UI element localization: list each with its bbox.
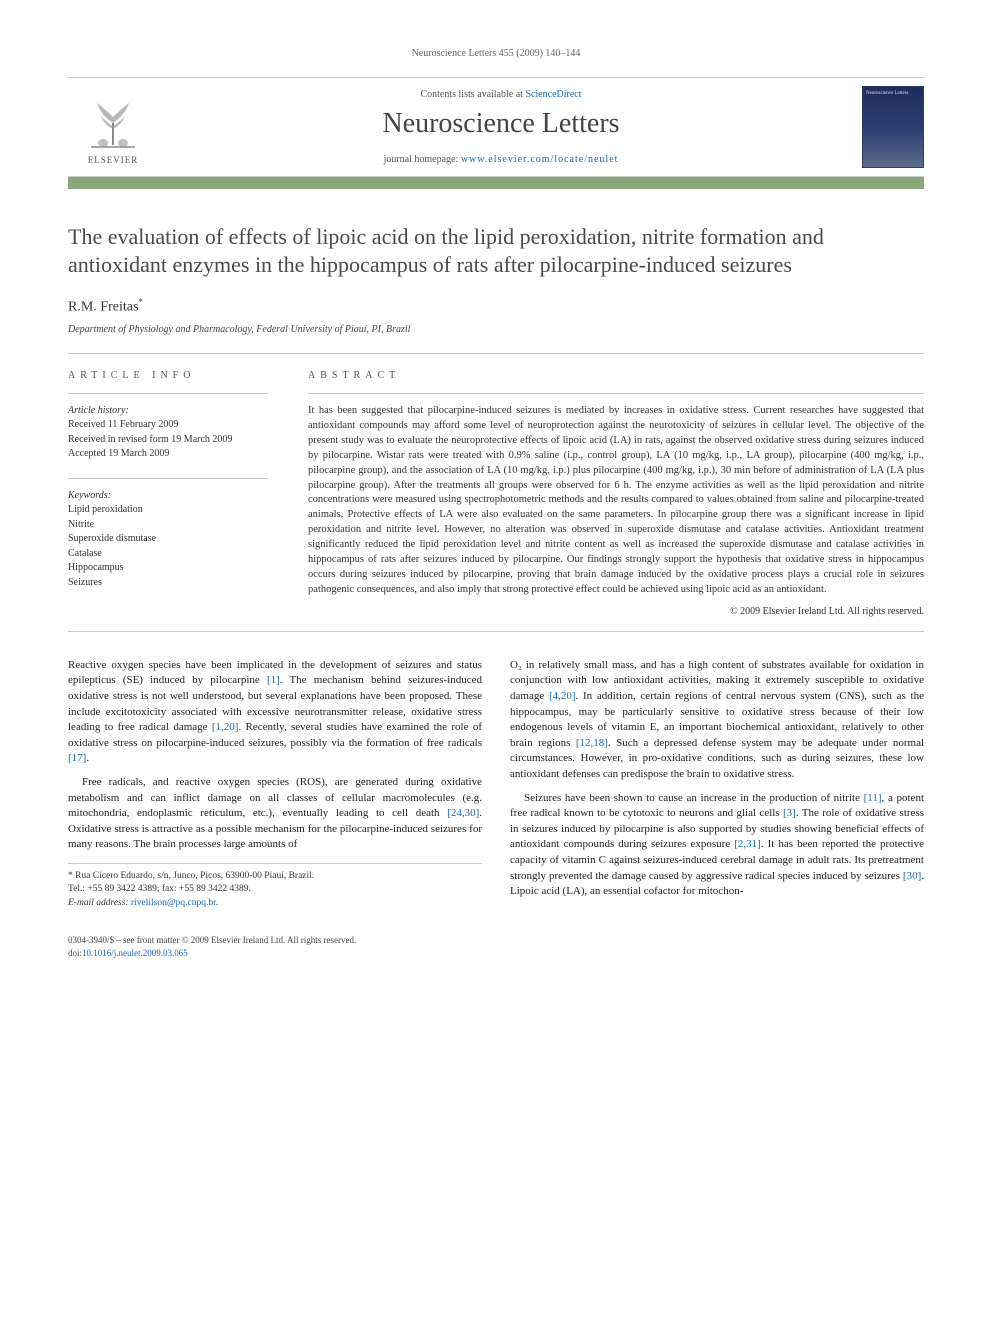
keyword: Catalase xyxy=(68,547,268,562)
corresp-footnote: * Rua Cícero Eduardo, s/n, Junco, Picos,… xyxy=(68,863,482,910)
corresp-tel: Tel.: +55 89 3422 4389; fax: +55 89 3422… xyxy=(68,883,482,896)
citation-link[interactable]: [4,20] xyxy=(549,690,576,702)
history-revised: Received in revised form 19 March 2009 xyxy=(68,433,268,448)
history-accepted: Accepted 19 March 2009 xyxy=(68,447,268,462)
citation-link[interactable]: [11] xyxy=(864,792,882,804)
rule-info xyxy=(68,393,268,394)
corresp-address: * Rua Cícero Eduardo, s/n, Junco, Picos,… xyxy=(68,870,482,883)
keyword: Nitrite xyxy=(68,518,268,533)
body-para: Free radicals, and reactive oxygen speci… xyxy=(68,775,482,853)
abstract-copyright: © 2009 Elsevier Ireland Ltd. All rights … xyxy=(308,606,924,617)
publisher-block: ELSEVIER xyxy=(68,89,158,165)
keywords-block: Keywords: Lipid peroxidation Nitrite Sup… xyxy=(68,489,268,591)
citation-link[interactable]: [1] xyxy=(267,674,280,686)
corresp-marker: * xyxy=(138,297,143,307)
abstract-head: ABSTRACT xyxy=(308,370,924,381)
affiliation: Department of Physiology and Pharmacolog… xyxy=(68,324,924,335)
citation-link[interactable]: [30] xyxy=(903,870,921,882)
author-line: R.M. Freitas* xyxy=(68,297,924,316)
doi-link[interactable]: 10.1016/j.neulet.2009.03.065 xyxy=(82,948,188,958)
body-text: Seizures have been shown to cause an inc… xyxy=(524,792,864,804)
body-para: Seizures have been shown to cause an inc… xyxy=(510,791,924,900)
history-received: Received 11 February 2009 xyxy=(68,418,268,433)
journal-cover-thumb: Neuroscience Letters xyxy=(862,86,924,168)
sciencedirect-link[interactable]: ScienceDirect xyxy=(525,89,581,100)
history-label: Article history: xyxy=(68,404,268,419)
keyword: Seizures xyxy=(68,576,268,591)
journal-name: Neuroscience Letters xyxy=(158,108,844,140)
rule-kw xyxy=(68,478,268,479)
citation-link[interactable]: [1,20] xyxy=(212,721,239,733)
article-info-head: ARTICLE INFO xyxy=(68,370,268,381)
issn-copyright: 0304-3940/$ – see front matter © 2009 El… xyxy=(68,934,924,947)
keyword: Hippocampus xyxy=(68,561,268,576)
article-title: The evaluation of effects of lipoic acid… xyxy=(68,223,924,279)
accent-bar xyxy=(68,177,924,189)
running-head: Neuroscience Letters 455 (2009) 140–144 xyxy=(68,48,924,59)
keywords-label: Keywords: xyxy=(68,489,268,504)
body-columns: Reactive oxygen species have been implic… xyxy=(68,658,924,910)
body-text: Free radicals, and reactive oxygen speci… xyxy=(68,776,482,819)
citation-link[interactable]: [12,18] xyxy=(576,737,608,749)
keyword: Lipid peroxidation xyxy=(68,503,268,518)
homepage-url-link[interactable]: www.elsevier.com/locate/neulet xyxy=(461,154,619,165)
elsevier-tree-icon xyxy=(81,89,145,153)
masthead: ELSEVIER Contents lists available at Sci… xyxy=(68,77,924,177)
author-name: R.M. Freitas xyxy=(68,300,138,315)
contents-prefix: Contents lists available at xyxy=(420,89,525,100)
publisher-label: ELSEVIER xyxy=(88,155,139,165)
citation-link[interactable]: [3] xyxy=(783,807,796,819)
homepage-prefix: journal homepage: xyxy=(384,154,461,165)
email-label: E-mail address: xyxy=(68,898,131,908)
journal-homepage: journal homepage: www.elsevier.com/locat… xyxy=(158,154,844,165)
body-text: . xyxy=(86,752,89,764)
body-para: Reactive oxygen species have been implic… xyxy=(68,658,482,767)
contents-available: Contents lists available at ScienceDirec… xyxy=(158,89,844,100)
cover-title: Neuroscience Letters xyxy=(866,91,908,96)
rule-abs xyxy=(308,393,924,394)
citation-link[interactable]: [2,31] xyxy=(734,838,761,850)
keyword: Superoxide dismutase xyxy=(68,532,268,547)
body-para: O₂ in relatively small mass, and has a h… xyxy=(510,658,924,783)
rule-bottom xyxy=(68,631,924,632)
email-link[interactable]: rivelilson@pq.cnpq.br xyxy=(131,898,216,908)
citation-link[interactable]: [24,30] xyxy=(447,807,479,819)
doi-label: doi: xyxy=(68,948,82,958)
front-matter-line: 0304-3940/$ – see front matter © 2009 El… xyxy=(68,934,924,959)
abstract-text: It has been suggested that pilocarpine-i… xyxy=(308,404,924,598)
email-suffix: . xyxy=(216,898,218,908)
article-history: Article history: Received 11 February 20… xyxy=(68,404,268,462)
citation-link[interactable]: [17] xyxy=(68,752,86,764)
